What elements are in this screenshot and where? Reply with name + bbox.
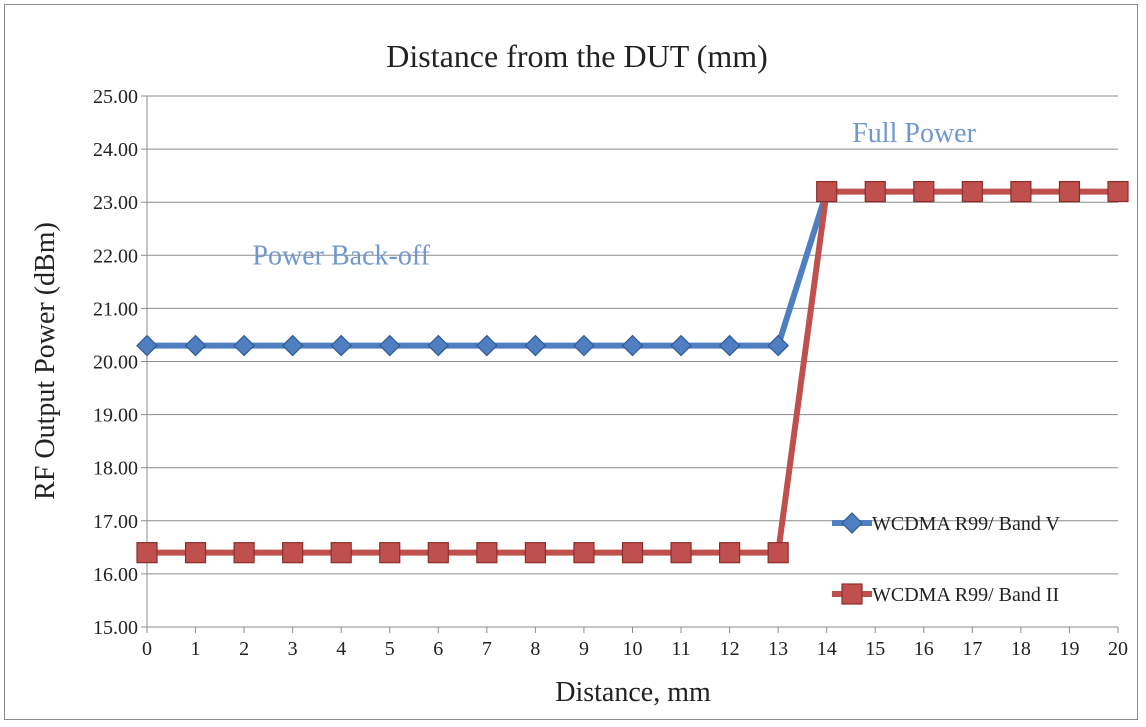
data-point-diamond [670, 334, 692, 357]
series-1 [136, 180, 838, 357]
x-tick-label: 3 [288, 638, 298, 660]
data-point-square [670, 542, 692, 564]
series-line [147, 190, 830, 349]
data-point-square [573, 542, 595, 564]
chart-frame: Distance from the DUT (mm) 15.00 16.00 17.… [4, 4, 1138, 720]
data-point-diamond [841, 512, 863, 534]
data-point-square [524, 542, 547, 564]
y-tick-label: 17.00 [93, 511, 138, 533]
y-tick-label: 16.00 [93, 564, 138, 586]
data-point-diamond [233, 334, 255, 357]
x-tick-label: 5 [385, 638, 395, 660]
data-point-square [233, 542, 255, 564]
x-tick-label: 7 [482, 638, 492, 660]
y-tick-label: 24.00 [93, 139, 138, 161]
data-point-diamond [524, 334, 547, 357]
data-point-square [841, 583, 863, 605]
data-point-square [476, 542, 498, 564]
data-point-square [767, 542, 789, 564]
chart-title: Distance from the DUT (mm) [386, 38, 768, 74]
x-tick-label: 0 [142, 638, 152, 660]
data-point-diamond [476, 334, 498, 357]
x-tick-label: 8 [530, 638, 540, 660]
y-tick-label: 21.00 [93, 298, 138, 320]
x-tick-label: 4 [336, 638, 346, 660]
data-point-square [379, 542, 401, 564]
y-tick-label: 23.00 [93, 192, 138, 214]
y-tick-label: 20.00 [93, 352, 138, 374]
x-tick-label: 10 [623, 638, 643, 660]
data-point-square [282, 542, 304, 564]
annotation-label: Power Back-off [252, 240, 430, 271]
data-point-square [1107, 180, 1129, 203]
y-tick-label: 22.00 [93, 245, 138, 267]
data-point-square [718, 542, 741, 564]
data-point-square [1058, 180, 1081, 203]
data-point-square [621, 542, 644, 564]
data-point-square [961, 180, 983, 203]
data-point-square [1010, 180, 1032, 203]
data-point-square [913, 180, 935, 203]
data-point-square [864, 180, 886, 203]
y-tick-label: 19.00 [93, 405, 138, 427]
y-tick-label: 18.00 [93, 458, 138, 480]
data-point-square [184, 542, 207, 564]
x-tick-label: 11 [671, 638, 690, 660]
x-tick-label: 15 [865, 638, 885, 660]
x-tick-label: 13 [768, 638, 788, 660]
x-axis-label: Distance, mm [555, 677, 711, 708]
data-point-diamond [378, 334, 401, 357]
x-tick-label: 19 [1059, 638, 1079, 660]
series [136, 180, 1129, 564]
data-point-diamond [718, 334, 741, 357]
x-tick-label: 20 [1108, 638, 1128, 660]
series-2 [136, 180, 1129, 564]
legend-label: WCDMA R99/ Band V [872, 513, 1061, 535]
data-point-square [330, 542, 352, 564]
annotation-label: Full Power [852, 118, 976, 149]
legend-label: WCDMA R99/ Band II [872, 584, 1059, 606]
y-tick-labels: 15.00 16.00 17.00 18.00 19.00 20.00 21.00 22.00… [93, 86, 138, 639]
data-point-diamond [573, 334, 595, 357]
grid-lines [147, 95, 1118, 628]
y-tick-label: 15.00 [93, 617, 138, 639]
data-point-diamond [767, 334, 789, 357]
x-tick-label: 14 [817, 638, 837, 660]
line-chart: Distance from the DUT (mm) 15.00 16.00 17.… [30, 38, 1129, 708]
x-tick-label: 16 [914, 638, 934, 660]
data-point-diamond [330, 334, 353, 357]
x-tick-label: 18 [1011, 638, 1031, 660]
y-tick-label: 25.00 [93, 86, 138, 108]
data-point-diamond [184, 334, 207, 357]
x-tick-label: 9 [579, 638, 589, 660]
axes [141, 95, 1119, 633]
data-point-diamond [621, 334, 644, 357]
data-point-square [136, 542, 158, 564]
data-point-square [427, 542, 449, 564]
data-point-diamond [136, 334, 158, 357]
x-tick-labels: 0 1 2 3 4 5 6 7 8 9 10 11 12 13 14 15 16 17 18 19 20 [142, 638, 1128, 660]
legend: WCDMA R99/ Band V WCDMA R99/ Band II [832, 512, 1061, 606]
x-tick-label: 2 [239, 638, 249, 660]
data-point-square [816, 180, 838, 203]
data-point-diamond [281, 334, 304, 357]
data-point-diamond [427, 334, 450, 357]
x-tick-label: 1 [191, 638, 201, 660]
annotations: Power Back-off Full Power [252, 118, 976, 271]
legend-item-2: WCDMA R99/ Band II [832, 583, 1059, 606]
x-tick-label: 17 [962, 638, 982, 660]
legend-item-1: WCDMA R99/ Band V [832, 512, 1061, 535]
x-tick-label: 6 [433, 638, 443, 660]
x-tick-label: 12 [720, 638, 740, 660]
y-axis-label: RF Output Power (dBm) [30, 222, 61, 500]
